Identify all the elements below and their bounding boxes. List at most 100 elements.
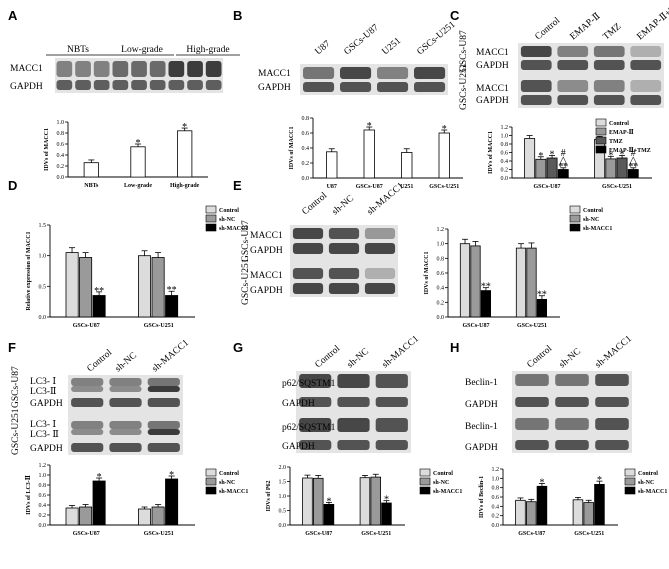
blot-band <box>377 82 409 92</box>
blot-lane-label: sh-MACC1 <box>381 334 422 370</box>
bar <box>572 499 584 526</box>
y-tick-label: 1.0 <box>492 476 500 482</box>
y-tick-label: 0.8 <box>39 483 47 489</box>
y-tick-label: 0.2 <box>302 161 310 167</box>
blot-band <box>147 429 180 435</box>
legend-swatch <box>624 468 636 477</box>
blot-band <box>292 268 324 279</box>
blot-band <box>593 60 625 70</box>
bar <box>526 501 537 526</box>
blot-row-label: GAPDH <box>476 61 509 71</box>
blot-lane-label: U87 <box>314 39 333 57</box>
blot-band <box>299 397 332 407</box>
y-axis-label: IDVs of Beclin-1 <box>479 476 485 518</box>
y-tick-label: 1.5 <box>279 480 287 486</box>
blot-band <box>56 80 73 90</box>
y-tick-label: 0.5 <box>279 509 287 515</box>
blot-row-label: MACC1 <box>476 84 509 94</box>
blot-lane-label: GSCs-U87 <box>343 23 382 58</box>
significance-mark: * <box>182 122 187 133</box>
blot-lane-label: sh-NC <box>346 347 371 371</box>
blot-band <box>168 80 185 90</box>
bar <box>177 130 193 178</box>
bar <box>515 247 527 318</box>
blot-side-label: GSCs-U87 <box>459 30 469 72</box>
blot-row-label: MACC1 <box>250 231 283 241</box>
y-tick-label: 0.6 <box>39 493 47 499</box>
bar <box>79 506 93 526</box>
bar <box>546 157 558 179</box>
legend-entry: sh-MACC1 <box>583 226 612 232</box>
blot-band <box>337 418 370 432</box>
significance-mark: * <box>136 138 141 149</box>
blot-row-label: LC3- Ⅱ <box>30 430 59 440</box>
bar <box>363 129 375 179</box>
y-tick-label: 1.5 <box>39 223 47 229</box>
legend-swatch <box>595 145 607 154</box>
blot-band <box>71 421 104 429</box>
blot-band <box>364 283 396 294</box>
bar <box>401 152 413 179</box>
y-tick-label: 0.0 <box>39 315 47 321</box>
blot-lane-label: Control <box>86 348 115 375</box>
blot-lane-label: sh-NC <box>114 351 139 375</box>
y-tick-label: 0.2 <box>492 514 500 520</box>
blot-band <box>187 80 203 90</box>
blot-band <box>337 397 370 407</box>
bar <box>605 158 617 179</box>
significance-mark: * <box>97 472 102 483</box>
bar <box>137 508 151 526</box>
blot-band <box>71 398 104 407</box>
bar <box>92 480 106 526</box>
blot-band <box>364 268 396 279</box>
y-tick-label: 0.2 <box>437 300 445 306</box>
legend-swatch <box>205 214 217 223</box>
bar <box>165 478 179 526</box>
blot-band <box>149 61 166 77</box>
significance-mark: △ <box>559 155 567 166</box>
blot-band <box>71 443 104 452</box>
blot-band <box>292 228 324 239</box>
blot-band <box>337 440 370 450</box>
blot-band <box>205 80 222 90</box>
y-axis-label: IDVs of LC3-Ⅱ <box>26 475 32 515</box>
x-tick-label: Low-grade <box>124 183 152 189</box>
blot-lane-label: U251 <box>381 36 404 57</box>
y-tick-label: 1.0 <box>57 120 65 126</box>
y-tick-label: 0.8 <box>302 116 310 122</box>
blot-band <box>109 421 142 429</box>
x-tick-label: U87 <box>327 184 337 190</box>
significance-mark: * <box>620 149 625 160</box>
blot-band <box>112 80 129 90</box>
significance-mark: * <box>442 124 447 135</box>
x-tick-label: U251 <box>400 184 413 190</box>
y-tick-label: 0.0 <box>279 523 287 529</box>
blot-band <box>364 228 396 239</box>
blot-band <box>557 95 589 105</box>
panel-letter-D: D <box>8 178 17 193</box>
blot-row-label: GAPDH <box>250 286 283 296</box>
y-axis-label: IDVs of MACC1 <box>44 128 50 171</box>
blot-band <box>593 80 625 92</box>
blot-band <box>515 397 549 407</box>
blot-band <box>303 67 335 79</box>
blot-band <box>595 440 629 450</box>
x-tick-label: GSCs-U251 <box>574 531 604 537</box>
panel-letter-H: H <box>450 340 459 355</box>
x-tick-label: NBTs <box>84 183 99 189</box>
y-tick-label: 1.2 <box>39 463 47 469</box>
blot-side-label: GSCs-U251 <box>459 63 469 110</box>
legend-entry: sh-MACC1 <box>219 226 248 232</box>
blot-band <box>515 440 549 450</box>
bar <box>536 298 548 318</box>
legend-entry: sh-NC <box>219 217 235 223</box>
y-tick-label: 0.6 <box>57 142 65 148</box>
blot-row-label: GAPDH <box>30 399 63 409</box>
legend-swatch <box>205 223 217 232</box>
y-tick-label: 0.6 <box>501 151 509 157</box>
bar <box>312 477 324 526</box>
blot-lane-label: EMAP-Ⅱ+TMZ <box>636 0 669 42</box>
blot-band <box>555 418 589 430</box>
significance-mark: ** <box>558 162 568 173</box>
